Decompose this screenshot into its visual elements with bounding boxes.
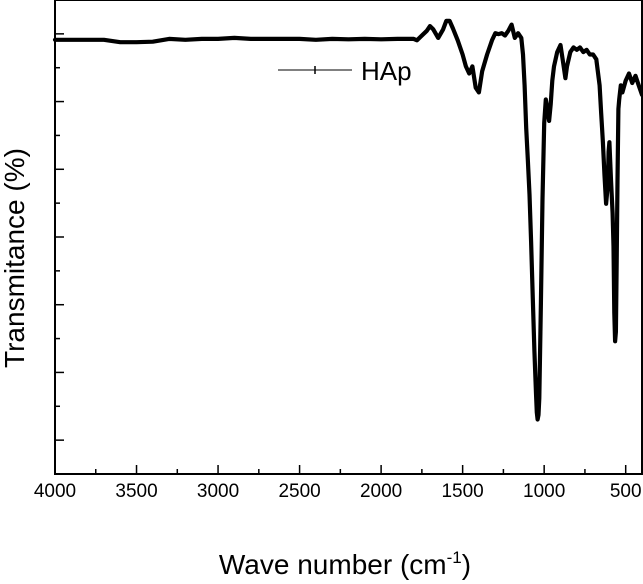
series-line-hap: [52, 18, 643, 422]
x-axis-title-close: ): [462, 549, 471, 580]
x-axis-ticks: [54, 465, 627, 474]
x-tick-label: 1500: [441, 481, 483, 502]
x-axis-title-superscript: -1: [447, 548, 462, 567]
x-axis-tick-labels: 4000 3500 3000 2500 2000 1500 1000 500: [34, 481, 642, 502]
x-tick-label: 2500: [278, 481, 320, 502]
legend: HAp: [278, 56, 412, 86]
x-axis-title-main: Wave number (cm: [219, 549, 447, 580]
x-tick-label: 1000: [523, 481, 565, 502]
y-axis-ticks: [55, 0, 64, 475]
x-tick-label: 2000: [360, 481, 402, 502]
legend-label: HAp: [361, 56, 412, 86]
x-tick-label: 500: [610, 481, 642, 502]
x-tick-label: 3500: [115, 481, 157, 502]
x-axis-title: Wave number (cm-1): [219, 548, 471, 580]
y-axis-title: Transmitance (%): [0, 148, 30, 368]
x-tick-label: 3000: [197, 481, 239, 502]
x-tick-label: 4000: [34, 481, 76, 502]
